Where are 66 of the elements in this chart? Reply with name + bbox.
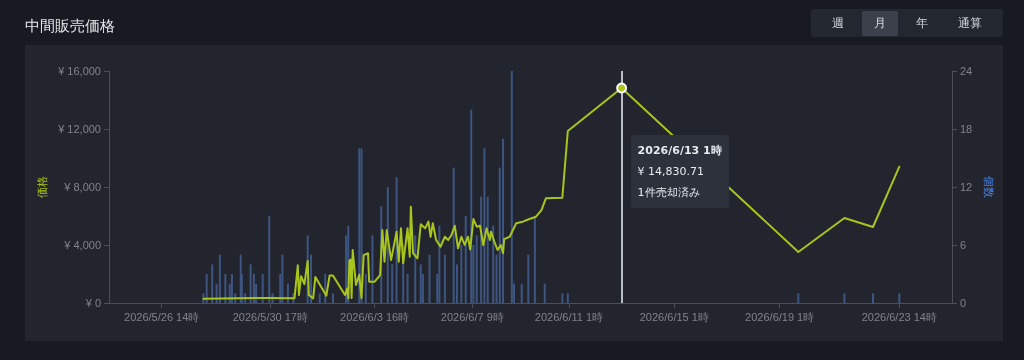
bar bbox=[364, 274, 367, 303]
bar bbox=[443, 254, 446, 303]
bar bbox=[502, 138, 505, 303]
bar bbox=[486, 196, 489, 303]
bar bbox=[230, 274, 233, 303]
y-tick-label: ¥ 4,000 bbox=[63, 239, 101, 251]
bar bbox=[218, 254, 221, 303]
y-tick-label: ¥ 16,000 bbox=[57, 65, 101, 77]
y2-tick-label: 6 bbox=[960, 239, 967, 251]
bar bbox=[797, 293, 800, 303]
bar bbox=[543, 283, 546, 303]
annotation: 2026/6/13 1時 ¥ 14,830.71 1件売却済み bbox=[637, 142, 722, 201]
text: 年 bbox=[915, 14, 929, 32]
bar bbox=[561, 293, 564, 303]
bar bbox=[205, 274, 208, 303]
bar bbox=[470, 109, 473, 303]
bar bbox=[268, 216, 271, 303]
x-tick-label: 2026/6/11 1時 bbox=[534, 310, 604, 323]
y2-tick-label: 24 bbox=[960, 65, 973, 77]
bar bbox=[318, 293, 321, 303]
bar bbox=[871, 293, 874, 303]
text: 通算 bbox=[957, 14, 983, 32]
text: 週 bbox=[831, 14, 845, 32]
bar bbox=[331, 293, 334, 303]
text: 月 bbox=[862, 10, 898, 36]
chart-title: 中間販売価格 bbox=[25, 17, 115, 36]
y2-axis-title: 個数 bbox=[982, 176, 995, 198]
x-tick-label: 2026/6/23 14時 bbox=[861, 310, 937, 323]
bar bbox=[261, 274, 264, 303]
y2-tick-label: 18 bbox=[960, 123, 973, 135]
x-tick-label: 2026/5/26 14時 bbox=[124, 310, 200, 323]
bar bbox=[224, 274, 227, 303]
y-tick-label: ¥ 8,000 bbox=[63, 181, 101, 193]
bar bbox=[438, 225, 441, 303]
bar bbox=[460, 245, 463, 303]
bar bbox=[428, 254, 431, 303]
bar bbox=[492, 225, 495, 303]
bar bbox=[475, 235, 478, 303]
y-tick-label: ¥ 12,000 bbox=[57, 123, 101, 135]
bar bbox=[898, 293, 901, 303]
x-tick-label: 2026/6/7 9時 bbox=[440, 310, 504, 323]
bar bbox=[414, 235, 417, 303]
bar bbox=[510, 71, 513, 303]
bar bbox=[419, 264, 422, 303]
y2-tick-label: 12 bbox=[960, 181, 973, 193]
bar bbox=[211, 264, 214, 303]
y2-tick-label: 0 bbox=[960, 297, 967, 309]
bar bbox=[452, 167, 455, 303]
bar bbox=[527, 254, 530, 303]
x-tick-label: 2026/6/3 16時 bbox=[340, 310, 410, 323]
y-axis-title: 価格 bbox=[35, 176, 48, 198]
x-tick-label: 2026/6/15 1時 bbox=[639, 310, 709, 323]
bar bbox=[566, 293, 569, 303]
bar bbox=[391, 264, 394, 303]
bar bbox=[464, 216, 467, 303]
bar bbox=[281, 254, 284, 303]
y-tick-label: ¥ 0 bbox=[84, 297, 101, 309]
x-tick-label: 2026/5/30 17時 bbox=[232, 310, 308, 323]
bar bbox=[249, 264, 252, 303]
bar bbox=[533, 216, 536, 303]
bar bbox=[406, 274, 409, 303]
bar bbox=[843, 293, 846, 303]
bar bbox=[483, 148, 486, 303]
bar bbox=[371, 235, 374, 303]
bar bbox=[520, 283, 523, 303]
x-tick-label: 2026/6/19 1時 bbox=[745, 310, 815, 323]
